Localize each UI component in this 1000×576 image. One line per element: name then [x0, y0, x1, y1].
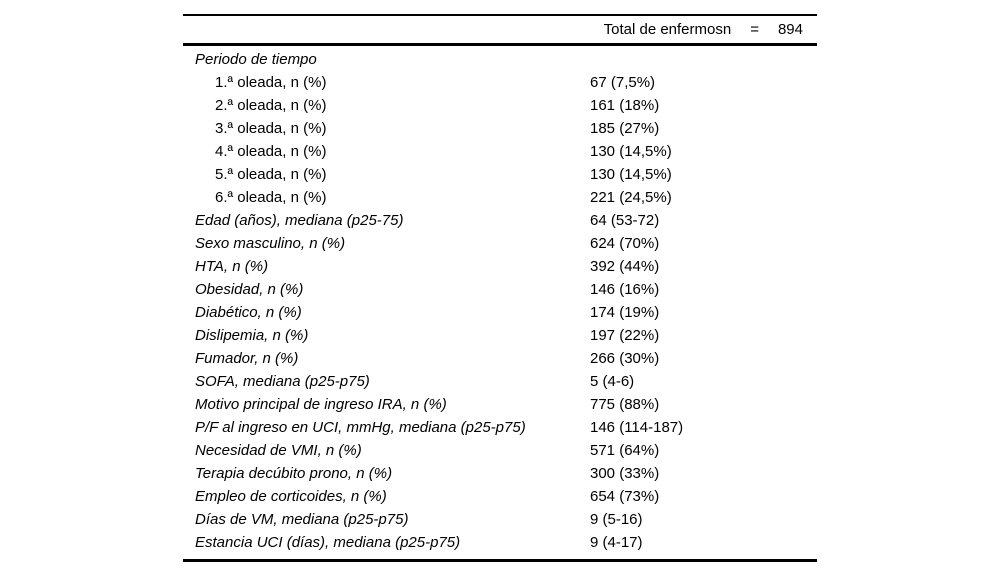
table-body: Periodo de tiempo 1.ª oleada, n (%) 67 (7,… [183, 46, 817, 559]
row-label: Obesidad, n (%) [195, 281, 304, 298]
row-value: 654 (73%) [590, 488, 660, 505]
table-row: Terapia decúbito prono, n (%) 300 (33%) [183, 462, 817, 485]
row-value: 67 (7,5%) [590, 74, 656, 91]
table-row: 5.ª oleada, n (%) 130 (14,5%) [183, 163, 817, 186]
row-label: Dislipemia, n (%) [195, 327, 309, 344]
table-row: P/F al ingreso en UCI, mmHg, mediana (p2… [183, 416, 817, 439]
table-row: Diabético, n (%) 174 (19%) [183, 301, 817, 324]
row-value: 161 (18%) [590, 97, 660, 114]
row-label: 6.ª oleada, n (%) [215, 189, 327, 206]
row-value: 174 (19%) [590, 304, 660, 321]
table-row: SOFA, mediana (p25-p75) 5 (4-6) [183, 370, 817, 393]
row-label: Estancia UCI (días), mediana (p25-p75) [195, 534, 461, 551]
table-row: 2.ª oleada, n (%) 161 (18%) [183, 94, 817, 117]
row-label: SOFA, mediana (p25-p75) [195, 373, 370, 390]
row-value [590, 48, 817, 71]
row-label: Edad (años), mediana (p25-75) [195, 212, 404, 229]
table-row: 4.ª oleada, n (%) 130 (14,5%) [183, 140, 817, 163]
table-row: Días de VM, mediana (p25-p75) 9 (5-16) [183, 508, 817, 531]
row-label: 4.ª oleada, n (%) [215, 143, 327, 160]
table-header-total: 894 [777, 21, 803, 38]
row-value: 571 (64%) [590, 442, 660, 459]
row-label: 5.ª oleada, n (%) [215, 166, 327, 183]
row-value: 221 (24,5%) [590, 189, 672, 206]
row-label: Diabético, n (%) [195, 304, 302, 321]
row-label: HTA, n (%) [195, 258, 269, 275]
table-row: Edad (años), mediana (p25-75) 64 (53-72) [183, 209, 817, 232]
row-label: Sexo masculino, n (%) [195, 235, 346, 252]
row-value: 146 (114-187) [590, 419, 684, 436]
row-value: 775 (88%) [590, 396, 660, 413]
row-value: 9 (5-16) [590, 511, 643, 528]
table-row: 3.ª oleada, n (%) 185 (27%) [183, 117, 817, 140]
row-label: Días de VM, mediana (p25-p75) [195, 511, 409, 528]
table-row: Estancia UCI (días), mediana (p25-p75) 9 … [183, 531, 817, 554]
table-row: 1.ª oleada, n (%) 67 (7,5%) [183, 71, 817, 94]
row-value: 130 (14,5%) [590, 166, 672, 183]
table-header-row: Total de enfermosn = 894 [183, 16, 817, 46]
table-row: HTA, n (%) 392 (44%) [183, 255, 817, 278]
row-value: 624 (70%) [590, 235, 660, 252]
table-header-equals: = [750, 21, 759, 38]
row-value: 185 (27%) [590, 120, 660, 137]
table-row: Obesidad, n (%) 146 (16%) [183, 278, 817, 301]
table-row: Fumador, n (%) 266 (30%) [183, 347, 817, 370]
row-value: 300 (33%) [590, 465, 660, 482]
row-value: 64 (53-72) [590, 212, 660, 229]
row-value: 130 (14,5%) [590, 143, 672, 160]
table-row: Periodo de tiempo [183, 48, 817, 71]
row-label: 3.ª oleada, n (%) [215, 120, 327, 137]
table-row: Dislipemia, n (%) 197 (22%) [183, 324, 817, 347]
table-row: Empleo de corticoides, n (%) 654 (73%) [183, 485, 817, 508]
row-value: 9 (4-17) [590, 534, 643, 551]
table-row: Necesidad de VMI, n (%) 571 (64%) [183, 439, 817, 462]
row-value: 5 (4-6) [590, 373, 635, 390]
table-row: 6.ª oleada, n (%) 221 (24,5%) [183, 186, 817, 209]
row-label: Terapia decúbito prono, n (%) [195, 465, 393, 482]
patient-characteristics-table: Total de enfermosn = 894 Periodo de tiem… [183, 14, 817, 562]
row-value: 197 (22%) [590, 327, 660, 344]
row-label: Motivo principal de ingreso IRA, n (%) [195, 396, 447, 413]
row-label: 1.ª oleada, n (%) [215, 74, 327, 91]
row-value: 146 (16%) [590, 281, 660, 298]
row-label: Necesidad de VMI, n (%) [195, 442, 362, 459]
row-label: 2.ª oleada, n (%) [215, 97, 327, 114]
row-label: P/F al ingreso en UCI, mmHg, mediana (p2… [195, 419, 526, 436]
row-label: Empleo de corticoides, n (%) [195, 488, 387, 505]
row-label: Periodo de tiempo [195, 51, 317, 68]
table-row: Sexo masculino, n (%) 624 (70%) [183, 232, 817, 255]
table-row: Motivo principal de ingreso IRA, n (%) 77… [183, 393, 817, 416]
row-label: Fumador, n (%) [195, 350, 299, 367]
row-value: 392 (44%) [590, 258, 660, 275]
table-header-label: Total de enfermosn [603, 21, 732, 38]
row-value: 266 (30%) [590, 350, 660, 367]
